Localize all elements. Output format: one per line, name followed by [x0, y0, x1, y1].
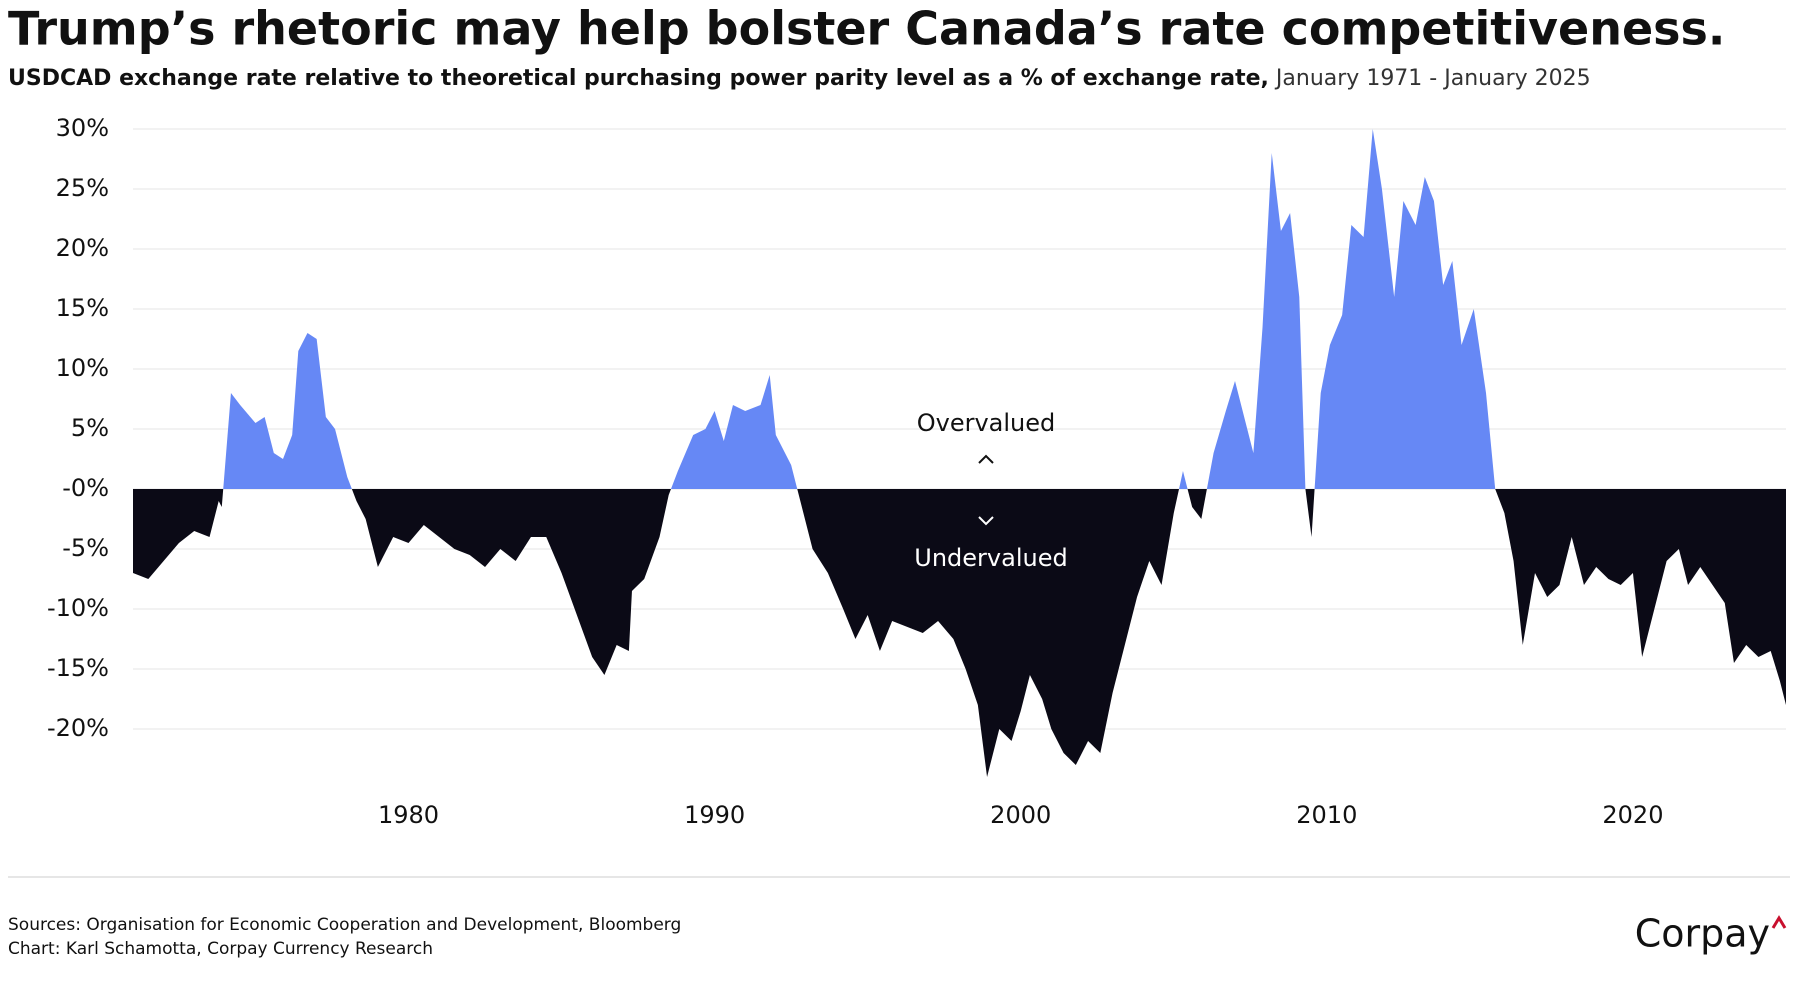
- arrow-up: [978, 454, 994, 464]
- plot: [133, 129, 1786, 777]
- x-tick-label: 2020: [1602, 801, 1663, 829]
- y-tick-label: 15%: [56, 294, 109, 322]
- x-tick-label: 2010: [1296, 801, 1357, 829]
- y-tick-label: -15%: [47, 654, 109, 682]
- area-positive: [133, 129, 1786, 489]
- subtitle-main: USDCAD exchange rate relative to theoret…: [8, 66, 1269, 91]
- y-tick-label: 25%: [56, 174, 109, 202]
- x-tick-label: 2000: [990, 801, 1051, 829]
- sources: Sources: Organisation for Economic Coope…: [8, 915, 681, 935]
- chart-subtitle: USDCAD exchange rate relative to theoret…: [8, 66, 1591, 91]
- y-tick-label: -0%: [62, 474, 109, 502]
- logo-caret: [1771, 915, 1787, 929]
- y-tick-label: 30%: [56, 114, 109, 142]
- annotation: Undervalued: [914, 544, 1067, 572]
- x-tick-label: 1990: [684, 801, 745, 829]
- arrow-down: [978, 516, 994, 526]
- y-tick-label: -5%: [62, 534, 109, 562]
- area-negative: [133, 489, 1786, 777]
- y-tick-label: 5%: [71, 414, 109, 442]
- y-tick-label: 20%: [56, 234, 109, 262]
- x-tick-label: 1980: [378, 801, 439, 829]
- subtitle-period: January 1971 - January 2025: [1274, 66, 1591, 91]
- credit: Chart: Karl Schamotta, Corpay Currency R…: [8, 939, 433, 959]
- annotation: Overvalued: [917, 409, 1056, 437]
- y-tick-label: -20%: [47, 714, 109, 742]
- y-tick-label: 10%: [56, 354, 109, 382]
- y-tick-label: -10%: [47, 594, 109, 622]
- chart-title: Trump’s rhetoric may help bolster Canada…: [8, 2, 1725, 56]
- logo: Corpay: [1635, 912, 1770, 956]
- axes: 30% 25% 20% 15% 10% 5% -0% -5% -10% -15% -20% 1980 1…: [47, 114, 1663, 829]
